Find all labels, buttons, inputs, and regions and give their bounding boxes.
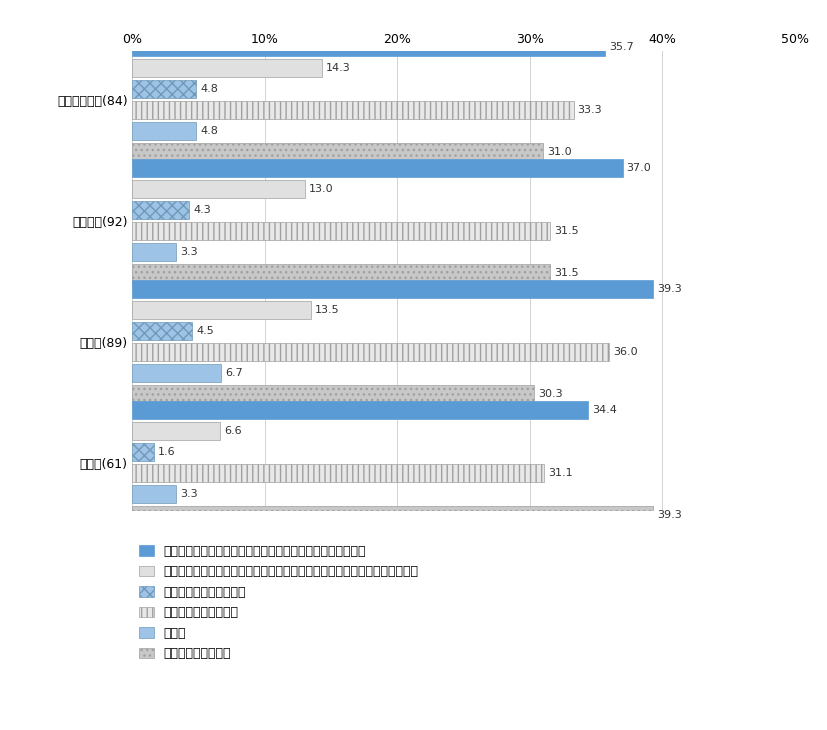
Text: 36.0: 36.0: [613, 347, 638, 357]
Text: 4.3: 4.3: [194, 205, 211, 215]
Bar: [132, 143, 543, 161]
Bar: [132, 301, 311, 319]
Text: 6.6: 6.6: [223, 426, 241, 436]
Bar: [132, 264, 549, 283]
Bar: [132, 485, 176, 504]
Text: 3.3: 3.3: [180, 489, 198, 499]
Bar: [132, 38, 605, 56]
Text: 13.5: 13.5: [315, 305, 340, 315]
Bar: [132, 243, 176, 261]
Bar: [132, 280, 653, 299]
Bar: [132, 343, 609, 361]
Text: 37.0: 37.0: [626, 163, 651, 173]
Bar: [132, 401, 587, 419]
Text: 39.3: 39.3: [657, 284, 681, 294]
Text: 35.7: 35.7: [609, 42, 633, 52]
Text: 31.5: 31.5: [553, 268, 578, 278]
Text: 34.4: 34.4: [591, 405, 616, 415]
Text: 31.5: 31.5: [553, 226, 578, 236]
Bar: [132, 422, 220, 440]
Bar: [132, 122, 196, 140]
Bar: [132, 180, 304, 199]
Bar: [132, 364, 221, 383]
Text: 33.3: 33.3: [577, 105, 601, 115]
Text: 4.8: 4.8: [200, 84, 218, 94]
Text: 1.6: 1.6: [157, 447, 175, 457]
Text: 3.3: 3.3: [180, 247, 198, 257]
Text: 6.7: 6.7: [225, 368, 242, 378]
Text: 13.0: 13.0: [308, 184, 333, 194]
Bar: [132, 385, 533, 404]
Bar: [132, 158, 622, 177]
Bar: [132, 201, 189, 219]
Bar: [132, 80, 196, 99]
Legend: 医療機関（精神科以外も含む）に通った（訪問診療を含む）, 公的機関や民間団体において、カウンセリングを受けたり相談をしたりした, 自助グループに参加した, 家族: 医療機関（精神科以外も含む）に通った（訪問診療を含む）, 公的機関や民間団体にお…: [139, 545, 418, 661]
Bar: [132, 443, 154, 461]
Bar: [132, 222, 549, 240]
Bar: [132, 506, 653, 524]
Text: 30.3: 30.3: [538, 389, 562, 399]
Bar: [132, 58, 322, 77]
Bar: [132, 464, 544, 483]
Text: 31.1: 31.1: [547, 468, 572, 478]
Bar: [132, 101, 573, 119]
Text: 4.5: 4.5: [196, 326, 213, 336]
Text: 39.3: 39.3: [657, 510, 681, 520]
Text: 14.3: 14.3: [326, 63, 350, 73]
Text: 31.0: 31.0: [547, 147, 571, 157]
Bar: [132, 322, 192, 340]
Text: 4.8: 4.8: [200, 126, 218, 136]
